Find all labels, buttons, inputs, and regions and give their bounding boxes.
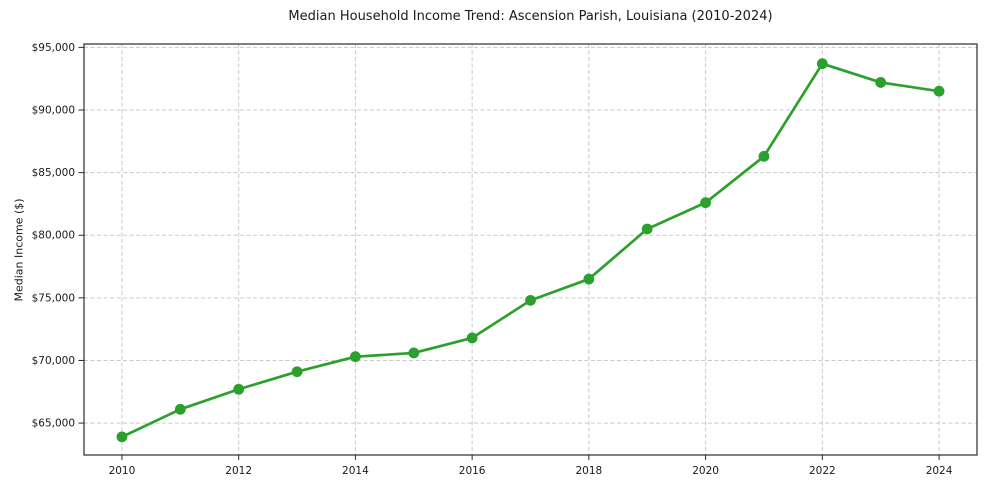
x-tick-label: 2012 — [225, 465, 252, 477]
y-tick-label: $95,000 — [32, 42, 75, 54]
data-point — [233, 383, 245, 395]
y-tick-label: $70,000 — [32, 355, 75, 367]
x-tick-label: 2022 — [809, 465, 836, 477]
data-point — [408, 347, 420, 359]
x-tick-label: 2014 — [342, 465, 369, 477]
data-point — [583, 273, 595, 285]
data-point — [466, 332, 478, 344]
y-tick-label: $80,000 — [32, 230, 75, 242]
data-line — [120, 62, 941, 439]
data-point — [641, 223, 653, 235]
data-point — [875, 77, 887, 88]
y-tick-label: $85,000 — [32, 167, 75, 179]
y-tick-label: $90,000 — [32, 104, 75, 116]
y-tick-label: $65,000 — [32, 418, 75, 430]
data-point — [116, 431, 128, 443]
data-point — [933, 85, 945, 97]
x-tick-label: 2010 — [109, 465, 136, 477]
y-tick-label: $75,000 — [32, 292, 75, 304]
data-point — [816, 58, 828, 70]
x-tick-label: 2020 — [692, 465, 719, 477]
x-tick-label: 2024 — [926, 465, 953, 477]
data-point — [174, 403, 186, 415]
x-tick-label: 2018 — [575, 465, 602, 477]
data-point — [700, 197, 711, 209]
data-point — [758, 150, 770, 162]
data-point — [291, 366, 303, 378]
chart-title: Median Household Income Trend: Ascension… — [288, 9, 773, 24]
x-tick-label: 2016 — [459, 465, 486, 477]
data-point — [350, 351, 361, 363]
data-point — [525, 294, 536, 306]
plot-border — [83, 43, 978, 456]
